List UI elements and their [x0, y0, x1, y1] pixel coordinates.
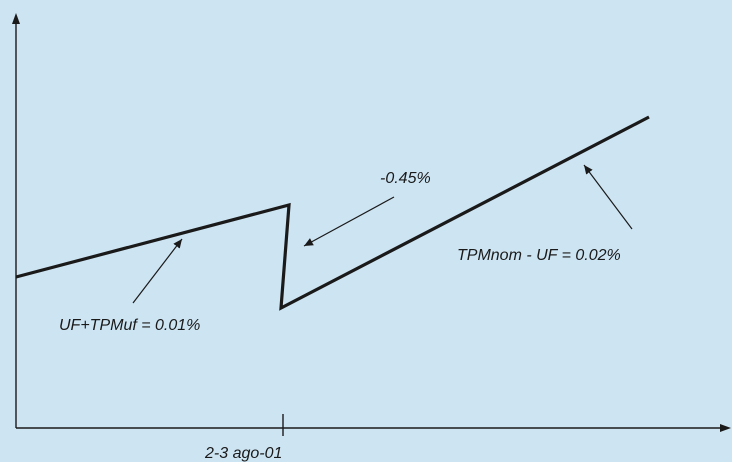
left-slope-arrow	[132, 238, 183, 304]
x-axis-arrow-icon	[720, 424, 731, 432]
value-path	[15, 115, 650, 311]
y-axis-arrow-icon	[12, 13, 20, 24]
x-tick-label: 2-3 ago-01	[204, 445, 282, 462]
jump-label: -0.45%	[380, 170, 431, 187]
right-slope-label: TPMnom - UF = 0.02%	[457, 247, 621, 264]
jump-arrow	[303, 196, 395, 247]
left-slope-label: UF+TPMuf = 0.01%	[59, 317, 200, 334]
right-slope-arrow	[583, 164, 633, 230]
